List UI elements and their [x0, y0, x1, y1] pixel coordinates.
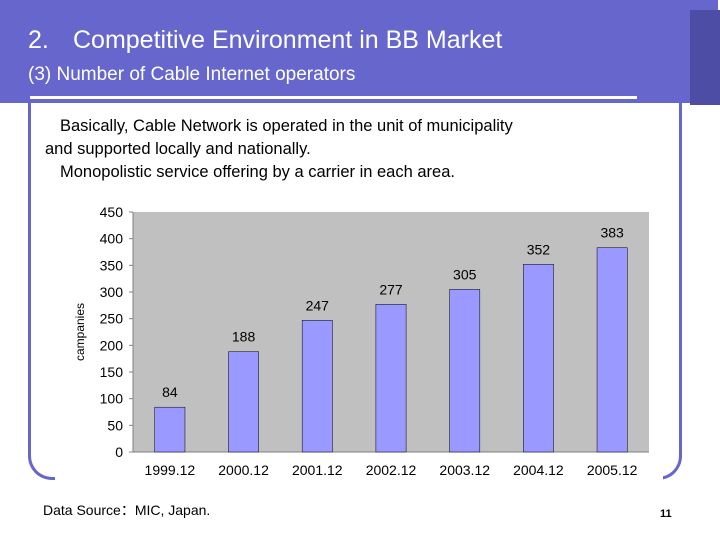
chart-container: 0 50 100 150 200 250 300 350 400 450 campanies 84 19…: [55, 194, 663, 496]
y-tick-label: 450: [100, 204, 124, 220]
x-tick-label: 2004.12: [513, 462, 564, 478]
bar: [154, 406, 186, 453]
slide-header: [0, 0, 718, 103]
data-label: 383: [600, 225, 624, 241]
data-label: 352: [527, 241, 551, 257]
title-number: 2.: [28, 26, 49, 54]
bar: [449, 289, 481, 453]
y-tick-label: 250: [100, 311, 124, 327]
y-tick-label: 50: [107, 417, 123, 433]
x-tick-label: 2005.12: [587, 462, 638, 478]
slide-title: 2. Competitive Environment in BB Market: [28, 26, 502, 55]
bar: [375, 304, 407, 453]
x-tick-label: 2001.12: [292, 462, 343, 478]
title-text: Competitive Environment in BB Market: [73, 26, 503, 54]
header-shadow: [690, 10, 720, 105]
header-divider: [30, 96, 637, 99]
y-axis-label: campanies: [73, 303, 87, 361]
body-line-1: Basically, Cable Network is operated in …: [60, 117, 513, 135]
body-line-3: Monopolistic service offering by a carri…: [60, 163, 455, 181]
x-tick-label: 2002.12: [366, 462, 417, 478]
bar: [596, 247, 628, 453]
page-number: 11: [660, 508, 672, 520]
data-label: 84: [162, 384, 178, 400]
data-label: 277: [379, 281, 403, 297]
body-text: Basically, Cable Network is operated in …: [45, 115, 655, 184]
data-label: 305: [453, 266, 477, 282]
x-tick-label: 1999.12: [145, 462, 196, 478]
data-source: Data Source：MIC, Japan.: [43, 502, 211, 518]
y-tick-label: 300: [100, 284, 124, 300]
data-label: 188: [232, 329, 256, 345]
slide-subtitle: (3) Number of Cable Internet operators: [28, 64, 356, 85]
bar: [523, 264, 554, 453]
body-line-2: and supported locally and nationally.: [45, 140, 311, 158]
bar: [228, 351, 259, 453]
bar-chart: 0 50 100 150 200 250 300 350 400 450 campanies 84 19…: [73, 204, 649, 478]
x-tick-label: 2000.12: [218, 462, 269, 478]
x-tick-label: 2003.12: [439, 462, 490, 478]
y-tick-label: 200: [100, 337, 124, 353]
y-tick-label: 150: [100, 364, 124, 380]
y-tick-label: 400: [100, 231, 124, 247]
bar: [301, 320, 333, 453]
data-label: 247: [306, 297, 330, 313]
y-tick-label: 100: [100, 391, 124, 407]
y-tick-label: 350: [100, 257, 124, 273]
y-tick-label: 0: [115, 444, 123, 460]
